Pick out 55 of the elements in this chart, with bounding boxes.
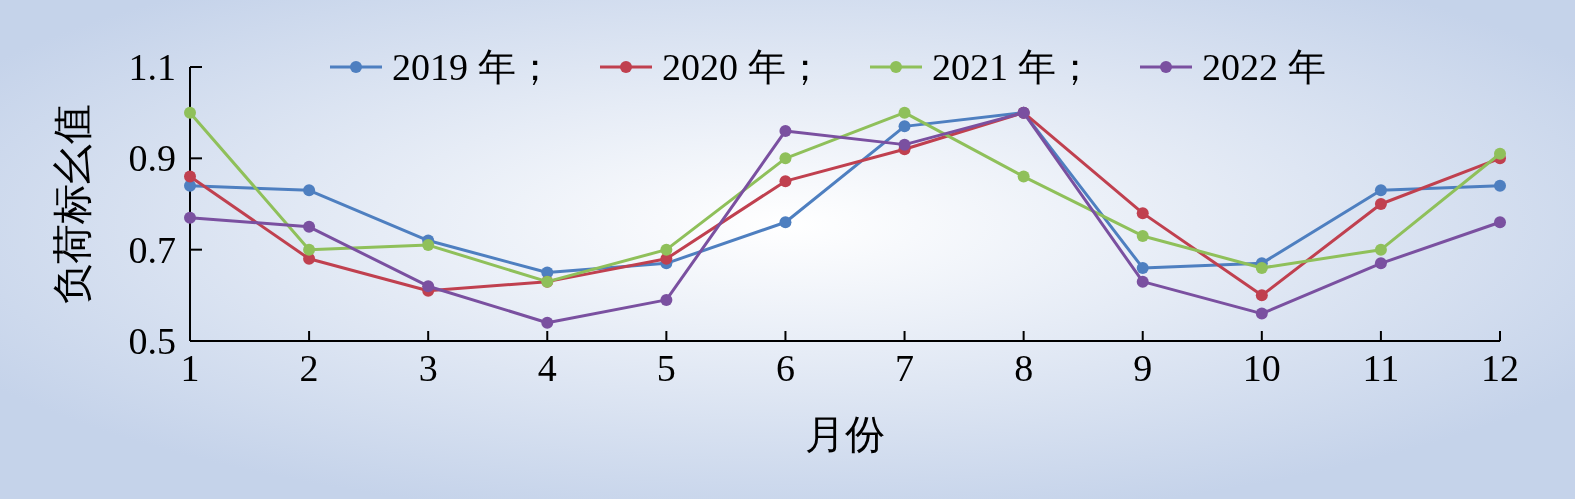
point <box>541 316 554 329</box>
y-tick-label: 0.9 <box>128 137 176 180</box>
point <box>1136 261 1149 274</box>
point <box>1255 261 1268 274</box>
point <box>1136 207 1149 220</box>
x-tick-label: 8 <box>1014 347 1034 389</box>
legend-label: 2020 年； <box>662 46 824 88</box>
x-axis-title: 月份 <box>805 412 885 457</box>
legend-label: 2019 年； <box>392 46 554 88</box>
point <box>1017 170 1030 183</box>
point <box>184 170 196 183</box>
point <box>898 120 911 133</box>
x-tick-label: 1 <box>180 347 200 389</box>
x-tick-label: 3 <box>418 347 438 389</box>
point <box>422 280 435 293</box>
x-tick-label: 12 <box>1481 347 1519 389</box>
point <box>779 152 792 165</box>
point <box>898 138 911 151</box>
x-tick-label: 7 <box>895 347 915 389</box>
x-tick-label: 11 <box>1362 347 1400 389</box>
point <box>660 293 673 306</box>
point <box>1374 243 1387 256</box>
point <box>184 211 196 224</box>
x-tick-label: 4 <box>537 347 557 389</box>
point <box>422 239 435 252</box>
x-tick-label: 9 <box>1133 347 1153 389</box>
point <box>898 106 911 119</box>
point <box>1136 229 1149 242</box>
point <box>303 220 316 233</box>
x-tick-label: 6 <box>775 347 795 389</box>
point <box>1494 179 1506 192</box>
y-tick-label: 0.5 <box>128 320 176 362</box>
point <box>303 184 316 197</box>
point <box>779 216 792 229</box>
point <box>303 243 316 256</box>
point <box>1374 257 1387 270</box>
y-tick-label: 0.7 <box>128 228 176 271</box>
x-tick-label: 5 <box>656 347 676 389</box>
point <box>1136 275 1149 288</box>
y-tick-label: 1.1 <box>128 46 176 88</box>
point <box>184 106 196 119</box>
point <box>1494 147 1506 160</box>
point <box>1494 216 1506 229</box>
x-tick-label: 2 <box>299 347 319 389</box>
point <box>1255 289 1268 302</box>
legend-label: 2021 年； <box>932 46 1094 88</box>
y-axis-title: 负荷标幺值 <box>49 104 95 304</box>
point <box>1374 184 1387 197</box>
x-tick-label: 10 <box>1242 347 1281 389</box>
legend-label: 2022 年 <box>1202 46 1326 88</box>
point <box>660 243 673 256</box>
point <box>1255 307 1268 320</box>
point <box>779 175 792 188</box>
point <box>1374 198 1387 210</box>
point <box>779 124 792 137</box>
